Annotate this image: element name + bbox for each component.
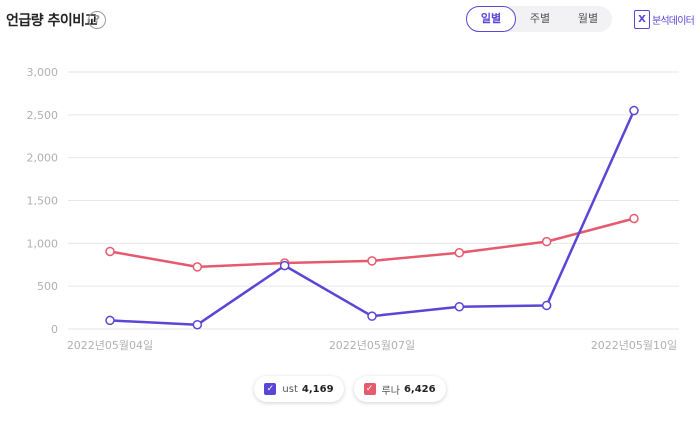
y-tick-label: 1,500 xyxy=(27,195,59,208)
check-icon: ✓ xyxy=(363,383,376,395)
data-point[interactable] xyxy=(541,236,552,247)
series-lines xyxy=(105,105,639,330)
chart-header: 언급량 추이비교 ? 일별 주별 월별 X 분석데이터 xyxy=(0,0,700,40)
legend-series-name: ust xyxy=(282,383,298,395)
y-axis-ticks: 0 500 1,000 1,500 2,000 2,500 3,000 xyxy=(27,66,59,336)
series-ust xyxy=(105,105,639,330)
analysis-data-label: 분석데이터 xyxy=(652,16,695,27)
tab-daily[interactable]: 일별 xyxy=(466,6,516,32)
x-tick-label: 2022년05월10일 xyxy=(591,338,677,352)
page-title: 언급량 추이비교 xyxy=(6,13,98,29)
legend-series-total: 4,169 xyxy=(301,383,334,395)
x-tick-label: 2022년05월07일 xyxy=(329,338,415,352)
grid-lines xyxy=(68,71,679,330)
help-icon[interactable]: ? xyxy=(88,11,106,29)
y-tick-label: 1,000 xyxy=(27,237,59,250)
check-icon: ✓ xyxy=(264,383,277,395)
data-point[interactable] xyxy=(541,300,552,311)
tab-monthly[interactable]: 월별 xyxy=(577,12,599,25)
data-point[interactable] xyxy=(629,213,639,224)
data-point[interactable] xyxy=(105,246,115,257)
period-tabs: 일별 주별 월별 xyxy=(466,6,612,32)
analysis-data-button[interactable]: X 분석데이터 xyxy=(634,10,695,29)
legend-item-ust[interactable]: ✓ ust 4,169 xyxy=(254,376,344,402)
data-point[interactable] xyxy=(454,248,465,258)
legend-series-name: 루나 xyxy=(381,385,400,397)
data-point[interactable] xyxy=(105,315,115,326)
data-point[interactable] xyxy=(454,301,465,312)
x-tick-label: 2022년05월04일 xyxy=(67,338,153,352)
data-point[interactable] xyxy=(192,262,203,272)
y-tick-label: 3,000 xyxy=(27,66,59,79)
legend-item-luna[interactable]: ✓ 루나 6,426 xyxy=(353,376,446,402)
data-point[interactable] xyxy=(279,260,290,271)
y-tick-label: 2,500 xyxy=(27,109,59,122)
data-point[interactable] xyxy=(367,256,377,266)
data-point[interactable] xyxy=(367,311,377,321)
series-luna xyxy=(105,213,639,272)
data-point[interactable] xyxy=(629,105,639,116)
legend: ✓ ust 4,169 ✓ 루나 6,426 xyxy=(0,376,700,402)
y-tick-label: 500 xyxy=(37,280,58,293)
y-tick-label: 0 xyxy=(51,323,58,336)
data-point[interactable] xyxy=(192,319,203,330)
y-tick-label: 2,000 xyxy=(27,152,59,165)
series-line xyxy=(109,110,636,326)
tab-weekly[interactable]: 주별 xyxy=(529,12,551,25)
excel-icon: X xyxy=(634,10,650,29)
legend-series-total: 6,426 xyxy=(403,383,436,395)
x-axis-ticks: 2022년05월04일 2022년05월07일 2022년05월10일 xyxy=(67,338,677,352)
